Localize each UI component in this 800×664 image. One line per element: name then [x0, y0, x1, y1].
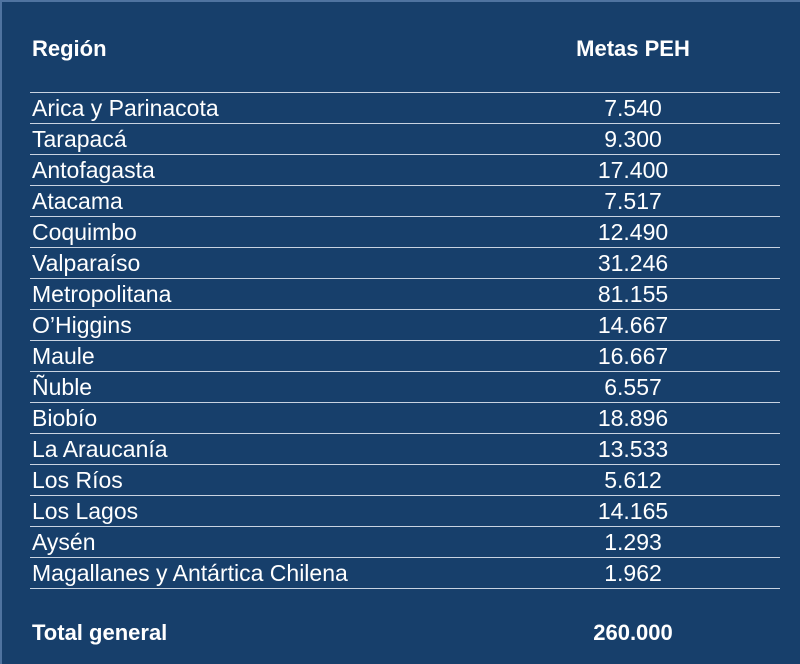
table-row: Coquimbo 12.490 [30, 217, 780, 248]
row-value: 12.490 [597, 219, 669, 245]
table-row: Metropolitana 81.155 [30, 279, 780, 310]
row-value: 81.155 [597, 281, 669, 307]
row-value: 1.962 [604, 560, 662, 586]
header-metas-peh: Metas PEH [576, 36, 690, 61]
row-value: 18.896 [597, 405, 669, 431]
table-row: Maule 16.667 [30, 341, 780, 372]
row-region: Ñuble [32, 374, 93, 400]
table-row: Atacama 7.517 [30, 186, 780, 217]
row-value: 14.165 [597, 498, 669, 524]
table-row: Aysén 1.293 [30, 527, 780, 558]
row-region: Aysén [32, 529, 96, 555]
row-region: Coquimbo [32, 219, 137, 245]
table-row: Valparaíso 31.246 [30, 248, 780, 279]
total-row: Total general 260.000 [2, 616, 800, 650]
table-row: Arica y Parinacota 7.540 [30, 93, 780, 124]
row-value: 6.557 [604, 374, 662, 400]
row-region: Antofagasta [32, 157, 155, 183]
total-label: Total general [32, 620, 168, 645]
row-value: 5.612 [604, 467, 662, 493]
row-value: 16.667 [597, 343, 669, 369]
table-row: La Araucanía 13.533 [30, 434, 780, 465]
table-row: Los Lagos 14.165 [30, 496, 780, 527]
row-region: Magallanes y Antártica Chilena [32, 560, 348, 586]
row-region: Biobío [32, 405, 98, 431]
table-row: O’Higgins 14.667 [30, 310, 780, 341]
row-value: 13.533 [597, 436, 669, 462]
table-row: Biobío 18.896 [30, 403, 780, 434]
row-value: 17.400 [597, 157, 669, 183]
row-value: 7.540 [604, 95, 662, 121]
row-region: Atacama [32, 188, 123, 214]
table-row: Tarapacá 9.300 [30, 124, 780, 155]
table-body: Arica y Parinacota 7.540 Tarapacá 9.300 Anto… [30, 92, 780, 589]
row-value: 14.667 [597, 312, 669, 338]
row-region: La Araucanía [32, 436, 168, 462]
row-region: Valparaíso [32, 250, 141, 276]
row-value: 9.300 [604, 126, 662, 152]
row-region: Los Ríos [32, 467, 123, 493]
row-value: 1.293 [604, 529, 662, 555]
row-value: 31.246 [597, 250, 669, 276]
row-region: Maule [32, 343, 95, 369]
total-value: 260.000 [593, 620, 673, 645]
table-row: Antofagasta 17.400 [30, 155, 780, 186]
table-header: Región Metas PEH [2, 32, 800, 66]
row-region: Tarapacá [32, 126, 127, 152]
row-region: Arica y Parinacota [32, 95, 219, 121]
table-row: Los Ríos 5.612 [30, 465, 780, 496]
row-region: Los Lagos [32, 498, 139, 524]
header-region: Región [32, 36, 107, 61]
row-region: O’Higgins [32, 312, 132, 338]
row-value: 7.517 [604, 188, 662, 214]
row-region: Metropolitana [32, 281, 172, 307]
table-row: Ñuble 6.557 [30, 372, 780, 403]
table-row: Magallanes y Antártica Chilena 1.962 [30, 558, 780, 589]
